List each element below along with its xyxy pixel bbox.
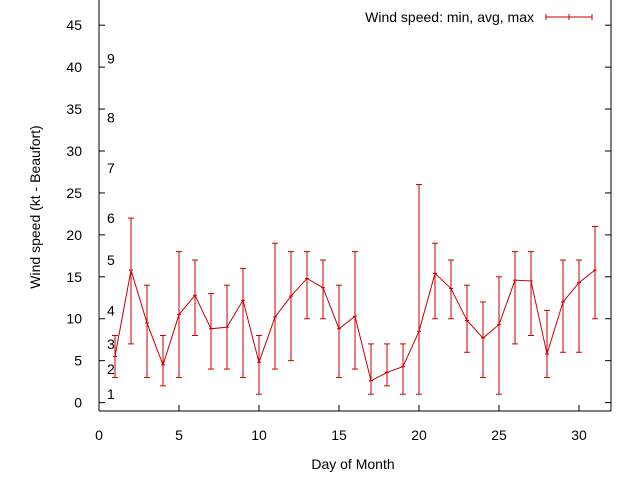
error-bar — [288, 251, 294, 362]
beaufort-label: 8 — [107, 109, 115, 125]
legend-label: Wind speed: min, avg, max — [365, 9, 534, 25]
y-tick-label: 45 — [66, 17, 82, 33]
y-tick-label: 15 — [66, 269, 82, 285]
error-bar — [272, 242, 278, 370]
error-bar — [416, 184, 422, 395]
error-bar — [352, 251, 358, 370]
error-bar — [336, 284, 342, 378]
x-tick-label: 20 — [411, 427, 427, 443]
x-ticks: 0 5 10 15 20 25 30 — [95, 405, 587, 443]
avg-line-group — [114, 269, 596, 382]
error-bar — [256, 335, 262, 395]
error-bar — [208, 293, 214, 370]
legend: Wind speed: min, avg, max — [365, 9, 593, 25]
error-bar — [368, 343, 374, 395]
beaufort-label: 4 — [107, 302, 115, 318]
x-tick-label: 15 — [331, 427, 347, 443]
beaufort-label: 7 — [107, 160, 115, 176]
error-bar — [576, 259, 582, 353]
y-tick-label: 40 — [66, 59, 82, 75]
error-bars — [112, 184, 598, 395]
error-bar — [144, 284, 150, 378]
beaufort-labels: 1 2 3 4 5 6 7 8 9 — [107, 51, 115, 403]
x-tick-label: 25 — [491, 427, 507, 443]
error-bar — [320, 259, 326, 320]
y-tick-label: 20 — [66, 227, 82, 243]
y-tick-label: 5 — [74, 353, 82, 369]
x-tick-label: 5 — [175, 427, 183, 443]
beaufort-label: 6 — [107, 210, 115, 226]
y-tick-label: 10 — [66, 311, 82, 327]
error-bar — [464, 284, 470, 353]
y-tick-label: 35 — [66, 101, 82, 117]
y-axis-title: Wind speed (kt - Beaufort) — [27, 125, 43, 288]
error-bar — [512, 251, 518, 345]
y-tick-label: 30 — [66, 143, 82, 159]
beaufort-label: 9 — [107, 51, 115, 67]
beaufort-label: 2 — [107, 361, 115, 377]
error-bar — [400, 343, 406, 395]
beaufort-label: 3 — [107, 336, 115, 352]
error-bar — [496, 276, 502, 395]
error-bar — [304, 251, 310, 320]
x-tick-label: 10 — [251, 427, 267, 443]
avg-series-line — [114, 269, 596, 382]
plot-frame — [98, 0, 612, 412]
x-tick-label: 30 — [571, 427, 587, 443]
y-tick-label: 25 — [66, 185, 82, 201]
x-tick-label: 0 — [95, 427, 103, 443]
legend-sample — [545, 14, 593, 20]
error-bar — [560, 259, 566, 353]
error-bar — [528, 251, 534, 337]
y-tick-label: 0 — [74, 395, 82, 411]
error-bar — [592, 225, 598, 320]
beaufort-label: 1 — [107, 386, 115, 402]
error-bar — [384, 343, 390, 387]
beaufort-label: 5 — [107, 252, 115, 268]
error-bar — [480, 301, 486, 378]
x-axis-title: Day of Month — [311, 456, 394, 472]
error-bar — [240, 267, 246, 378]
